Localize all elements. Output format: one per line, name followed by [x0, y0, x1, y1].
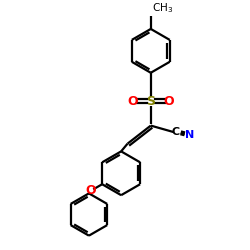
- Text: C: C: [172, 127, 180, 137]
- Text: N: N: [185, 130, 194, 140]
- Text: CH$_3$: CH$_3$: [152, 1, 173, 15]
- Text: O: O: [128, 94, 138, 108]
- Text: O: O: [85, 184, 96, 198]
- Text: O: O: [164, 94, 174, 108]
- Text: S: S: [146, 94, 155, 108]
